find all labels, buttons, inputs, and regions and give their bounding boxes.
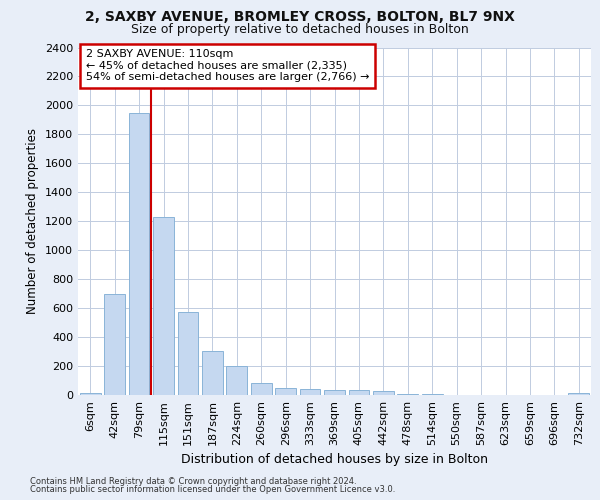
Bar [349,390,370,395]
Bar [568,393,589,395]
Bar [153,217,174,395]
Text: 2, SAXBY AVENUE, BROMLEY CROSS, BOLTON, BL7 9NX: 2, SAXBY AVENUE, BROMLEY CROSS, BOLTON, … [85,10,515,24]
Bar [128,112,149,395]
Bar [275,388,296,395]
Bar [104,294,125,395]
Bar [299,390,320,395]
Text: Contains public sector information licensed under the Open Government Licence v3: Contains public sector information licen… [30,485,395,494]
X-axis label: Distribution of detached houses by size in Bolton: Distribution of detached houses by size … [181,454,488,466]
Bar [422,394,443,395]
Text: Contains HM Land Registry data © Crown copyright and database right 2024.: Contains HM Land Registry data © Crown c… [30,477,356,486]
Bar [202,351,223,395]
Text: Size of property relative to detached houses in Bolton: Size of property relative to detached ho… [131,22,469,36]
Bar [397,394,418,395]
Text: 2 SAXBY AVENUE: 110sqm
← 45% of detached houses are smaller (2,335)
54% of semi-: 2 SAXBY AVENUE: 110sqm ← 45% of detached… [86,49,369,82]
Bar [178,312,199,395]
Bar [80,393,101,395]
Y-axis label: Number of detached properties: Number of detached properties [26,128,40,314]
Bar [324,390,345,395]
Bar [251,384,272,395]
Bar [226,366,247,395]
Bar [373,392,394,395]
